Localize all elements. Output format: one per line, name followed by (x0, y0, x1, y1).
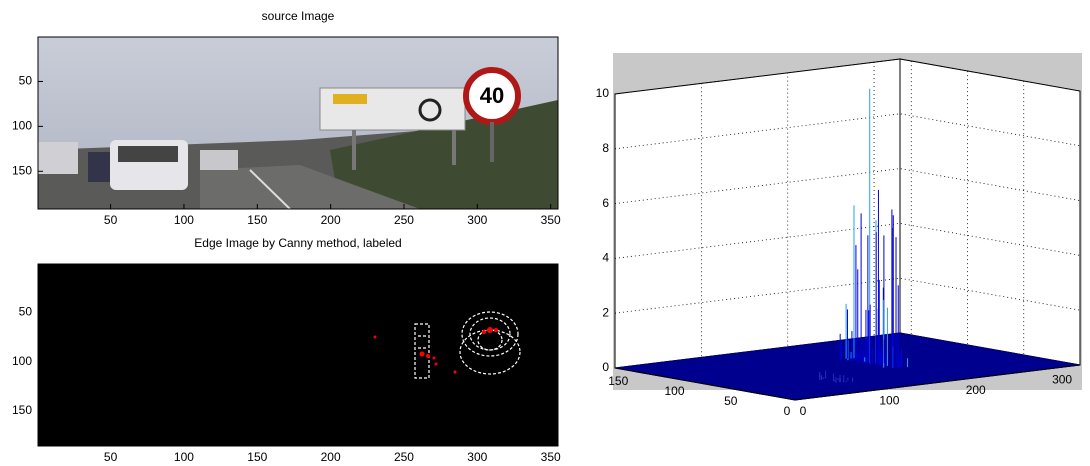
z-tick-label: 10 (596, 86, 610, 100)
x-tick-label: 250 (394, 450, 414, 464)
source-image: 40 (38, 37, 558, 209)
x-tick-label: 0 (800, 404, 807, 418)
y-tick-label: 150 (12, 163, 32, 177)
chart-title: source Image (262, 9, 335, 23)
x-tick-label: 300 (467, 213, 487, 227)
x-tick-label: 150 (247, 213, 267, 227)
x-tick-label: 300 (467, 450, 487, 464)
x-tick-label: 250 (394, 213, 414, 227)
y-tick-label: 150 (608, 374, 628, 388)
z-tick-label: 0 (602, 360, 609, 374)
y-tick-label: 50 (19, 305, 33, 319)
y-tick-label: 150 (12, 403, 32, 417)
x-tick-label: 50 (104, 213, 118, 227)
x-tick-label: 350 (541, 213, 561, 227)
z-tick-label: 2 (602, 305, 609, 319)
x-tick-label: 50 (104, 450, 118, 464)
figure: 40 source Image5010015020025030035050100… (0, 0, 1090, 466)
side-wall (900, 59, 1080, 365)
x-tick-label: 100 (174, 213, 194, 227)
x-tick-label: 200 (321, 213, 341, 227)
y-tick-label: 0 (784, 404, 791, 418)
x-tick-label: 300 (1052, 372, 1072, 386)
y-tick-label: 100 (12, 119, 32, 133)
z-tick-label: 4 (602, 251, 609, 265)
chart-title: Edge Image by Canny method, labeled (194, 236, 401, 250)
back-wall (615, 59, 900, 368)
x-tick-label: 350 (541, 450, 561, 464)
y-tick-label: 100 (12, 354, 32, 368)
x-tick-label: 100 (879, 394, 899, 408)
x-tick-label: 200 (321, 450, 341, 464)
x-tick-label: 150 (247, 450, 267, 464)
edge-image (38, 264, 558, 446)
svg-text:40: 40 (480, 83, 504, 108)
y-tick-label: 50 (724, 394, 738, 408)
z-tick-label: 6 (602, 196, 609, 210)
z-tick-label: 8 (602, 141, 609, 155)
x-tick-label: 200 (966, 383, 986, 397)
y-tick-label: 100 (664, 384, 684, 398)
x-tick-label: 100 (174, 450, 194, 464)
y-tick-label: 50 (19, 74, 33, 88)
